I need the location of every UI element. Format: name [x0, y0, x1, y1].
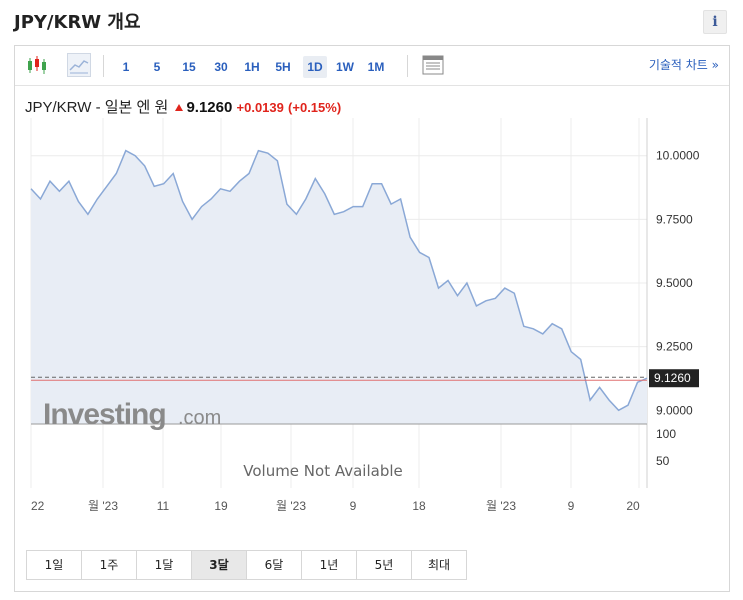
info-button[interactable]: i	[703, 10, 727, 34]
x-tick-label: 22	[31, 499, 45, 513]
timeframe-1[interactable]: 1	[122, 60, 130, 74]
quote-header: JPY/KRW - 일본 엔 원 9.1260 +0.0139 (+0.15%)	[25, 96, 341, 117]
x-tick-label: 9	[568, 499, 575, 513]
price-line	[30, 149, 648, 412]
volume-tick-label: 50	[656, 454, 670, 468]
timeframe-30[interactable]: 30	[214, 60, 228, 74]
period-3m[interactable]: 3달	[191, 550, 247, 580]
watermark-main: Investing	[43, 398, 166, 431]
x-tick-label: 월 '23	[88, 499, 118, 513]
last-price-box	[649, 369, 699, 388]
page-title: JPY/KRW 개요	[14, 12, 141, 33]
last-price-label: 9.1260	[654, 371, 691, 385]
investing-watermark: Investing .com	[43, 398, 221, 431]
timeframe-5h[interactable]: 5H	[275, 60, 291, 74]
x-tick-label: 18	[412, 499, 426, 513]
y-tick-label: 9.7500	[656, 212, 693, 226]
chart-toolbar: 1 5 15 30 1H 5H 1D 1W 1M 기술적 차트 »	[15, 46, 729, 86]
x-tick-label: 9	[350, 499, 357, 513]
table-view-icon[interactable]	[421, 53, 445, 77]
price-change-percent: (+0.15%)	[288, 100, 342, 115]
period-6m[interactable]: 6달	[246, 550, 302, 580]
y-tick-label: 10.0000	[656, 149, 700, 163]
y-tick-label: 9.0000	[656, 403, 693, 417]
x-tick-label: 월 '23	[486, 499, 516, 513]
last-price: 9.1260	[186, 99, 233, 116]
price-area-fill	[31, 150, 647, 424]
arrow-up-icon	[175, 104, 184, 111]
technical-chart-link[interactable]: 기술적 차트 »	[648, 58, 719, 72]
toolbar-divider	[103, 55, 104, 77]
price-change: +0.0139	[236, 100, 284, 115]
period-selector: 1일 1주 1달 3달 6달 1년 5년 최대	[26, 550, 467, 580]
period-1y[interactable]: 1년	[301, 550, 357, 580]
period-1w[interactable]: 1주	[81, 550, 137, 580]
area-chart-icon[interactable]	[67, 53, 91, 77]
price-chart[interactable]: Investing .com 10.0000 9.7500 9.5000 9.2500…	[15, 46, 729, 546]
x-tick-label: 20	[626, 499, 640, 513]
period-5y[interactable]: 5년	[356, 550, 412, 580]
x-tick-label: 19	[214, 499, 228, 513]
timeframe-1w[interactable]: 1W	[336, 60, 354, 74]
period-max[interactable]: 최대	[411, 550, 467, 580]
x-tick-label: 11	[157, 499, 170, 513]
timeframe-15[interactable]: 15	[182, 60, 196, 74]
y-tick-label: 9.5000	[656, 276, 693, 290]
y-tick-label: 9.2500	[656, 340, 693, 354]
instrument-name: JPY/KRW - 일본 엔 원	[25, 99, 169, 116]
timeframe-1d[interactable]: 1D	[303, 56, 327, 78]
period-1d[interactable]: 1일	[26, 550, 82, 580]
timeframe-1h[interactable]: 1H	[244, 60, 260, 74]
toolbar-divider	[407, 55, 408, 77]
candlestick-icon[interactable]	[25, 53, 49, 77]
timeframe-5[interactable]: 5	[153, 60, 161, 74]
period-1m[interactable]: 1달	[136, 550, 192, 580]
chart-panel: 1 5 15 30 1H 5H 1D 1W 1M 기술적 차트 » JPY/KR…	[14, 45, 730, 592]
x-tick-label: 월 '23	[276, 499, 306, 513]
timeframe-1m[interactable]: 1M	[367, 60, 385, 74]
volume-not-available: Volume Not Available	[243, 462, 403, 480]
volume-tick-label: 100	[656, 427, 676, 441]
watermark-suffix: .com	[178, 407, 221, 429]
